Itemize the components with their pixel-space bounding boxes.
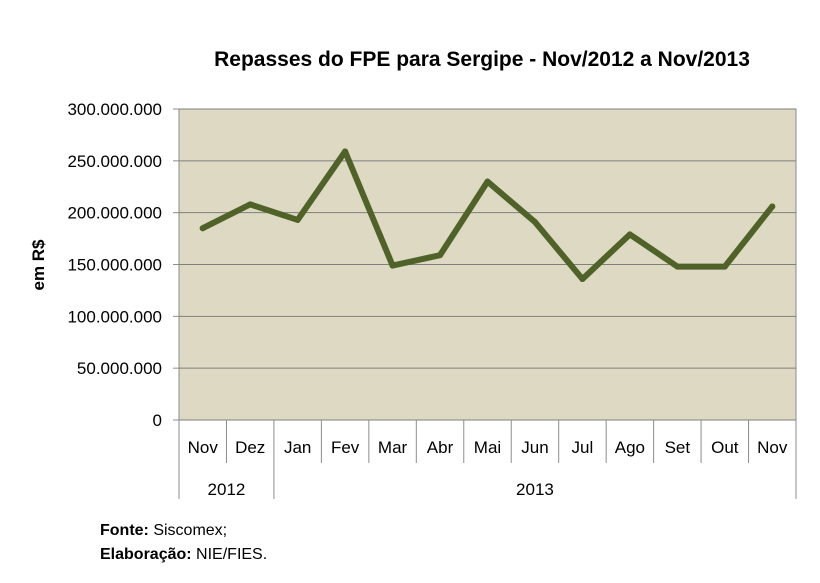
author-note: Elaboração: NIE/FIES. [100, 543, 267, 567]
data-point [437, 252, 444, 259]
x-tick-label: Jun [521, 438, 548, 457]
data-point [531, 218, 538, 225]
data-point [342, 148, 349, 155]
data-point [769, 203, 776, 210]
x-tick-label: Ago [615, 438, 645, 457]
data-point [721, 263, 728, 270]
data-point [247, 201, 254, 208]
y-tick-label: 50.000.000 [77, 359, 162, 378]
y-axis-label: em R$ [29, 239, 48, 291]
data-point [389, 262, 396, 269]
x-axis: Nov Dez Jan Fev Mar Abr Mai Jun Jul Ago Set Out Nov 2… [178, 420, 797, 499]
x-tick-label: Mai [474, 438, 501, 457]
y-tick-label: 100.000.000 [67, 307, 162, 326]
x-tick-label: Abr [427, 438, 454, 457]
x-tick-label: Nov [757, 438, 788, 457]
x-tick-label: Jan [284, 438, 311, 457]
x-tick-label: Dez [235, 438, 265, 457]
y-axis-ticks: 0 50.000.000 100.000.000 150.000.000 200.000… [67, 100, 179, 430]
x-tick-label: Out [711, 438, 739, 457]
line-chart: Repasses do FPE para Sergipe - Nov/2012 … [29, 48, 797, 499]
data-point [484, 178, 491, 185]
chart-title: Repasses do FPE para Sergipe - Nov/2012 … [214, 48, 750, 71]
y-tick-label: 200.000.000 [67, 204, 162, 223]
y-tick-label: 300.000.000 [67, 100, 162, 119]
data-point [674, 263, 681, 270]
author-label: Elaboração: [100, 546, 192, 563]
y-tick-label: 150.000.000 [67, 256, 162, 275]
x-tick-label: Jul [572, 438, 594, 457]
x-tick-label: Nov [188, 438, 219, 457]
y-tick-label: 0 [153, 411, 162, 430]
data-point [626, 231, 633, 238]
data-point [199, 225, 206, 232]
year-group-label: 2013 [516, 480, 554, 499]
author-value: NIE/FIES. [196, 546, 268, 563]
series-line [199, 148, 776, 283]
x-tick-label: Fev [331, 438, 360, 457]
source-note: Fonte: Siscomex; [100, 519, 227, 543]
source-label: Fonte: [100, 522, 149, 539]
data-point [294, 216, 301, 223]
x-tick-label: Mar [378, 438, 408, 457]
data-point [579, 276, 586, 283]
y-tick-label: 250.000.000 [67, 152, 162, 171]
x-tick-label: Set [665, 438, 691, 457]
year-group-label: 2012 [208, 480, 246, 499]
source-value: Siscomex; [153, 522, 228, 539]
